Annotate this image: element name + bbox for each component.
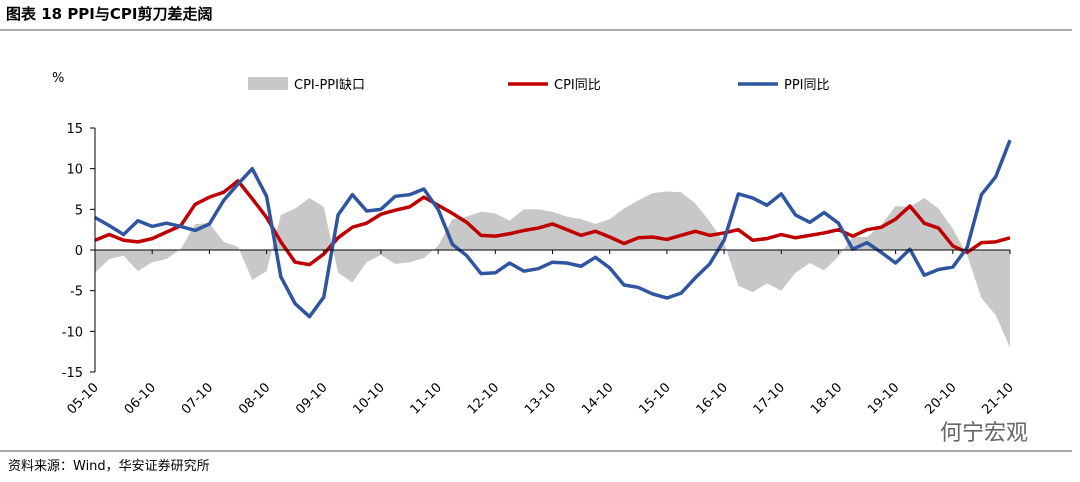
- x-tick-label: 12-10: [465, 380, 502, 417]
- series-line: [94, 139, 1012, 319]
- x-tick-label: 17-10: [751, 380, 788, 417]
- x-tick-label: 06-10: [122, 380, 159, 417]
- x-tick-label: 13-10: [522, 380, 559, 417]
- series-line: [94, 179, 1011, 267]
- legend-swatch: [248, 77, 288, 90]
- x-tick-label: 21-10: [980, 380, 1017, 417]
- y-unit: %: [52, 71, 64, 86]
- y-tick-label: -5: [70, 285, 83, 300]
- x-tick-label: 15-10: [636, 380, 673, 417]
- gap-area: [95, 191, 1010, 348]
- x-tick-label: 09-10: [293, 380, 330, 417]
- x-tick-label: 07-10: [179, 380, 216, 417]
- y-tick-label: -15: [62, 366, 83, 381]
- y-tick-label: 5: [75, 203, 83, 218]
- x-tick-label: 10-10: [350, 380, 387, 417]
- x-tick-label: 19-10: [865, 380, 902, 417]
- x-tick-label: 14-10: [579, 380, 616, 417]
- x-tick-label: 16-10: [694, 380, 731, 417]
- legend-label: PPI同比: [784, 78, 830, 93]
- x-tick-label: 08-10: [236, 380, 273, 417]
- legend-label: CPI同比: [554, 78, 601, 93]
- chart-title: 图表 18 PPI与CPI剪刀差走阔: [6, 5, 212, 23]
- legend-label: CPI-PPI缺口: [294, 78, 365, 93]
- x-tick-label: 18-10: [808, 380, 845, 417]
- x-tick-label: 20-10: [922, 380, 959, 417]
- y-tick-label: 15: [66, 122, 83, 137]
- y-tick-label: -10: [62, 325, 83, 340]
- x-tick-label: 05-10: [65, 380, 102, 417]
- watermark: 何宁宏观: [940, 421, 1028, 446]
- y-tick-label: 0: [75, 244, 83, 259]
- source: 资料来源：Wind，华安证券研究所: [8, 458, 210, 474]
- y-tick-label: 10: [66, 163, 83, 178]
- x-tick-label: 11-10: [408, 380, 445, 417]
